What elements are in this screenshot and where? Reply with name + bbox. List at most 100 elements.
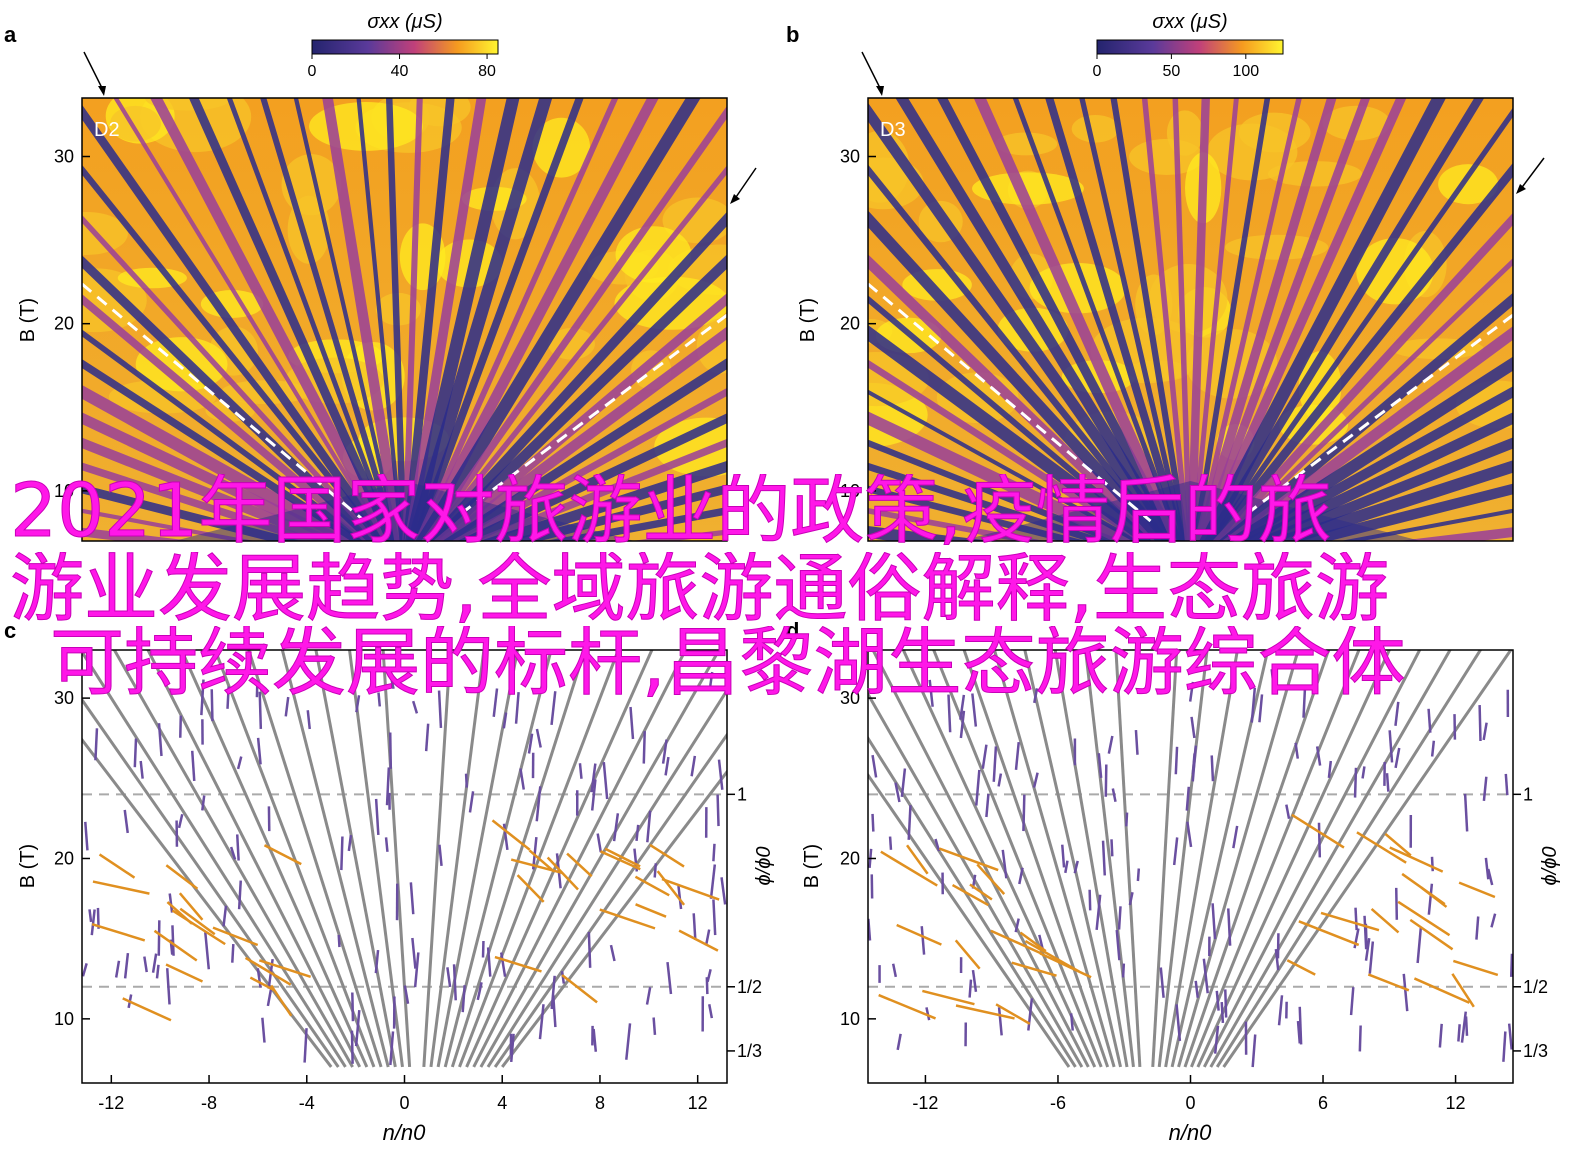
purple-fragment (1353, 767, 1358, 798)
purple-fragment (625, 1023, 632, 1060)
heatmap-fan-ray (1194, 98, 1337, 541)
purple-fragment (1402, 973, 1409, 1012)
orange-fragment (880, 850, 938, 887)
orange-fragment (516, 874, 545, 903)
purple-fragment (596, 833, 603, 853)
purple-fragment (446, 967, 452, 988)
purple-fragment (222, 905, 228, 927)
orange-fragment (896, 923, 942, 946)
fan-line (213, 650, 376, 1068)
fan-d (868, 650, 1513, 1068)
orange-fragment (922, 989, 975, 1006)
purple-fragment (486, 947, 492, 977)
purple-fragment (452, 964, 457, 1001)
heatmap-fan-ray (356, 98, 404, 541)
panel-d: 10 20 30 -12 -6 0 6 12 1 1/2 1/3 B (T) ϕ/ϕ0 n/n0 (801, 649, 1561, 1145)
purple-fragment (1220, 1002, 1225, 1024)
purple-fragment (888, 836, 893, 850)
orange-fragment (678, 929, 719, 952)
purple-fragment (303, 1028, 308, 1063)
purple-fragment (461, 985, 466, 1013)
purple-fragment (907, 805, 912, 840)
fan-line (486, 687, 727, 1068)
fan-line (112, 650, 354, 1068)
purple-fragment (609, 944, 616, 962)
heatmap-fan-ray (868, 210, 1171, 541)
heatmap-fan-ray (1079, 98, 1187, 541)
orange-fragment (1024, 939, 1080, 973)
axis-c: 10 20 30 -12 -8 -4 0 4 8 12 1 1/2 1/3 (54, 688, 762, 1113)
purple-fragment (1022, 794, 1026, 832)
purple-fragment (385, 767, 391, 806)
purple-fragment (155, 964, 160, 979)
heatmap-fan-ray (82, 164, 385, 541)
purple-fragment (997, 773, 1003, 787)
purple-fragment (337, 934, 341, 948)
purple-fragment (981, 744, 988, 769)
fan-line (1023, 650, 1123, 1068)
purple-fragment (133, 738, 138, 768)
heatmap-fan-ray (82, 294, 375, 541)
fan-line (1196, 650, 1391, 1068)
orange-fragment (491, 819, 531, 851)
purple-fragment (538, 1004, 545, 1040)
purple-fragment (514, 691, 520, 724)
purple-fragment (468, 791, 475, 813)
orange-fragment (906, 844, 929, 875)
orange-fragment (153, 929, 198, 962)
panel-letter-c: c (4, 618, 16, 643)
purple-fragment (1014, 741, 1020, 770)
y-tick-label: 10 (54, 481, 74, 501)
purple-fragment (190, 750, 196, 782)
purple-fragment (652, 1017, 657, 1035)
purple-fragment (1302, 685, 1307, 718)
heatmap-fan-ray (1199, 98, 1447, 541)
purple-fragment (1394, 887, 1399, 920)
x-tick-label: -6 (1050, 1093, 1066, 1113)
purple-fragment (84, 821, 89, 851)
purple-fragment (1250, 687, 1257, 723)
purple-fragment (1457, 1024, 1461, 1042)
orange-fragment (1019, 931, 1047, 953)
purple-fragment (1128, 891, 1134, 906)
purple-fragment (1358, 1025, 1362, 1052)
purple-fragment (709, 671, 714, 686)
purple-fragment (499, 952, 507, 977)
y-tick-label: 10 (54, 1009, 74, 1029)
purple-fragment (1482, 776, 1488, 801)
arrowhead-b-topleft (876, 86, 884, 96)
purple-fragment (266, 989, 273, 1007)
orange-fragment (178, 892, 204, 921)
purple-fragment (716, 794, 720, 827)
purple-fragment (374, 798, 380, 835)
dashed-boundary-right (463, 313, 727, 513)
heatmap-bright-region (995, 132, 1058, 156)
heatmap-fan-ray (404, 98, 520, 541)
orange-fragment (1389, 846, 1444, 873)
heatmap-fan-ray (414, 98, 659, 541)
purple-fragment (464, 773, 469, 788)
purple-fragment (1101, 840, 1107, 876)
purple-fragment (959, 694, 966, 720)
arrowhead-b-right (1516, 184, 1526, 194)
purple-fragment (509, 1033, 515, 1063)
purple-fragment (1464, 1016, 1469, 1036)
purple-fragment (157, 723, 163, 757)
fan-line (1183, 650, 1331, 1068)
fan-line (247, 650, 383, 1068)
heatmap-b (868, 98, 1513, 541)
purple-fragment (403, 985, 410, 1004)
purple-fragment (550, 975, 556, 1010)
colorbar-b (1096, 39, 1284, 55)
heatmap-a (82, 98, 727, 541)
panel-b: σxx (μS) 0 50 100 D3 10 20 30 B (T) (797, 11, 1545, 542)
heatmap-fan-ray (1212, 212, 1513, 541)
x-tick-label: 8 (595, 1093, 605, 1113)
purple-fragment (347, 834, 353, 852)
purple-fragment (1502, 1031, 1507, 1062)
purple-fragment (1438, 1023, 1443, 1048)
colorbar-a (311, 39, 499, 55)
purple-fragment (1095, 894, 1102, 930)
fan-line (1190, 650, 1361, 1068)
heatmap-fan-ray (868, 102, 1176, 541)
